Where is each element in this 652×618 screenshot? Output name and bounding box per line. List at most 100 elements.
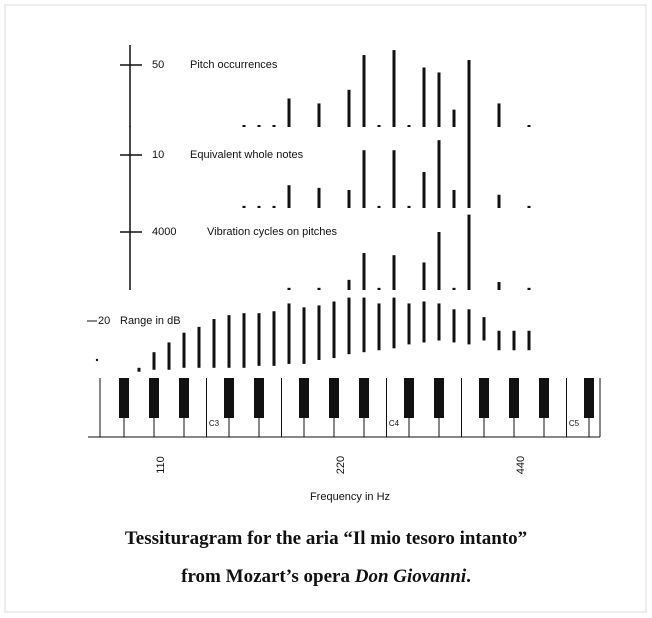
bar xyxy=(497,103,501,127)
bar xyxy=(362,55,366,127)
bar xyxy=(422,171,426,208)
bar xyxy=(287,287,291,290)
panel-label: Equivalent whole notes xyxy=(190,149,304,161)
bar xyxy=(527,205,531,208)
caption-text: from Mozart’s opera xyxy=(181,566,355,587)
bar xyxy=(257,205,261,208)
black-key xyxy=(299,378,309,418)
bar xyxy=(377,205,381,208)
bar xyxy=(467,124,471,208)
range-bar xyxy=(407,303,411,345)
bar xyxy=(452,287,456,290)
frame xyxy=(4,4,647,613)
range-bar xyxy=(422,301,426,343)
bar xyxy=(527,125,531,127)
range-bar xyxy=(212,319,216,368)
black-key xyxy=(404,378,414,418)
range-bar xyxy=(437,303,441,341)
key-label: C3 xyxy=(209,419,220,428)
range-bar xyxy=(152,352,156,370)
scale-zero xyxy=(95,358,99,362)
key-label: C5 xyxy=(569,419,580,428)
black-key xyxy=(254,378,264,418)
scale-label: 4000 xyxy=(152,226,176,238)
panel-label: Pitch occurrences xyxy=(190,59,278,71)
bar xyxy=(317,103,321,127)
bar xyxy=(392,255,396,290)
bar xyxy=(392,50,396,128)
caption-italic: Don Giovanni xyxy=(354,566,467,587)
bar xyxy=(347,89,351,127)
bar xyxy=(362,253,366,290)
bar xyxy=(452,109,456,127)
range-bar xyxy=(527,330,531,351)
bar xyxy=(242,205,246,208)
black-key xyxy=(479,378,489,418)
key-label: C4 xyxy=(389,419,400,428)
range-bar xyxy=(512,330,516,351)
black-key xyxy=(149,378,159,418)
x-tick-label: 110 xyxy=(155,456,167,474)
range-bar xyxy=(137,367,141,372)
range-bar xyxy=(467,309,471,345)
bar xyxy=(317,287,321,290)
bar xyxy=(272,125,276,127)
bar xyxy=(437,232,441,290)
range-bar xyxy=(227,315,231,368)
range-bar xyxy=(257,313,261,366)
bar xyxy=(272,205,276,208)
panel-label: Range in dB xyxy=(120,315,181,327)
bar xyxy=(467,60,471,127)
bar xyxy=(287,185,291,208)
range-bar xyxy=(332,301,336,359)
range-bar xyxy=(242,313,246,368)
black-key xyxy=(329,378,339,418)
range-bar xyxy=(182,332,186,368)
range-bar xyxy=(167,342,171,370)
bar xyxy=(497,282,501,290)
bar xyxy=(422,262,426,290)
caption-line: Tessituragram for the aria “Il mio tesor… xyxy=(124,528,528,549)
range-bar xyxy=(317,305,321,360)
bar xyxy=(437,72,441,127)
scale-label: 50 xyxy=(152,59,164,71)
black-key xyxy=(359,378,369,418)
range-bar xyxy=(377,303,381,351)
range-bar xyxy=(302,307,306,364)
x-axis-label: Frequency in Hz xyxy=(310,491,390,503)
bar xyxy=(377,287,381,290)
range-bar xyxy=(347,297,351,355)
range-bar xyxy=(452,309,456,343)
bar xyxy=(407,125,411,127)
range-bar xyxy=(362,297,366,353)
bar xyxy=(467,214,471,290)
bar xyxy=(377,125,381,127)
black-key xyxy=(584,378,594,418)
range-bar xyxy=(272,311,276,366)
x-tick-label: 220 xyxy=(335,456,347,474)
bar xyxy=(362,150,366,208)
bar xyxy=(347,189,351,208)
black-key xyxy=(119,378,129,418)
panel-label: Vibration cycles on pitches xyxy=(207,226,338,238)
range-bar xyxy=(482,317,486,341)
black-key xyxy=(224,378,234,418)
black-key xyxy=(179,378,189,418)
bar xyxy=(347,279,351,290)
range-bar xyxy=(197,326,201,368)
black-key xyxy=(509,378,519,418)
x-tick-label: 440 xyxy=(515,456,527,474)
black-key xyxy=(539,378,549,418)
scale-label: 10 xyxy=(152,149,164,161)
range-bar xyxy=(287,303,291,364)
bar xyxy=(497,194,501,208)
bar xyxy=(317,187,321,208)
bar xyxy=(407,205,411,208)
bar xyxy=(257,125,261,127)
bar xyxy=(392,150,396,208)
range-bar xyxy=(392,297,396,349)
black-key xyxy=(434,378,444,418)
bar xyxy=(242,125,246,127)
